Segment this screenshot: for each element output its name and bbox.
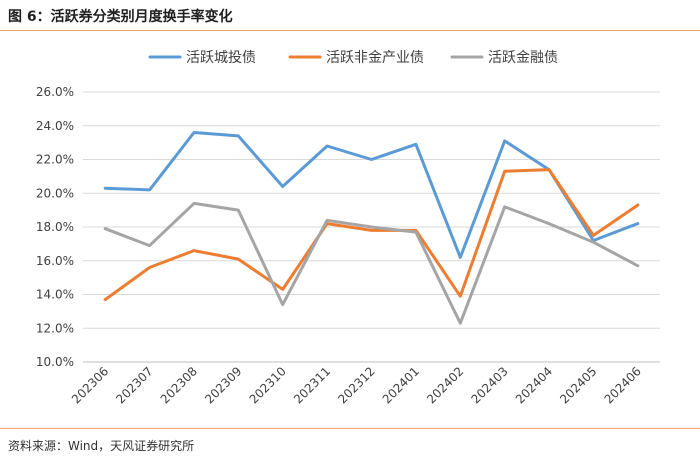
y-tick-label: 22.0% [36, 153, 74, 167]
legend-label: 活跃金融债 [488, 50, 558, 66]
x-tick-label: 202307 [113, 364, 155, 406]
y-axis: 10.0% 12.0% 14.0% 16.0% 18.0% 20.0% 22.0% 24.0%… [36, 85, 74, 369]
series-line-2 [103, 168, 640, 302]
legend-label: 活跃城投债 [186, 50, 256, 66]
x-tick-label: 202402 [424, 364, 466, 406]
source-note: 资料来源：Wind，天风证券研究所 [8, 439, 195, 453]
y-tick-label: 18.0% [36, 220, 74, 234]
x-tick-label: 202312 [335, 364, 377, 406]
title-divider [0, 30, 700, 31]
y-tick-label: 20.0% [36, 186, 74, 200]
x-tick-label: 202306 [69, 364, 111, 406]
x-tick-label: 202406 [602, 364, 644, 406]
y-tick-label: 16.0% [36, 254, 74, 268]
chart-title: 图 6：活跃券分类别月度换手率变化 [8, 9, 233, 25]
x-tick-label: 202309 [202, 364, 244, 406]
y-tick-label: 14.0% [36, 288, 74, 302]
y-tick-label: 10.0% [36, 355, 74, 369]
x-axis: 202306 202307 202308 202309 202310 202311 2023… [69, 361, 660, 407]
legend: 活跃城投债 活跃非金产业债 活跃金融债 [148, 50, 558, 66]
series-line-1 [103, 131, 640, 259]
x-tick-label: 202405 [557, 364, 599, 406]
y-tick-label: 24.0% [36, 119, 74, 133]
x-tick-label: 202404 [513, 364, 555, 406]
legend-label: 活跃非金产业债 [326, 50, 424, 66]
series-lines [103, 131, 640, 325]
series-line-3 [103, 201, 640, 325]
x-tick-label: 202403 [468, 364, 510, 406]
x-tick-label: 202311 [291, 364, 333, 406]
footer-divider [0, 428, 700, 429]
line-chart: 10.0% 12.0% 14.0% 16.0% 18.0% 20.0% 22.0% 24.0%… [36, 50, 660, 407]
y-tick-label: 26.0% [36, 85, 74, 99]
x-tick-label: 202310 [247, 364, 289, 406]
x-tick-label: 202401 [380, 364, 422, 406]
y-tick-label: 12.0% [36, 321, 74, 335]
x-tick-label: 202308 [158, 364, 200, 406]
